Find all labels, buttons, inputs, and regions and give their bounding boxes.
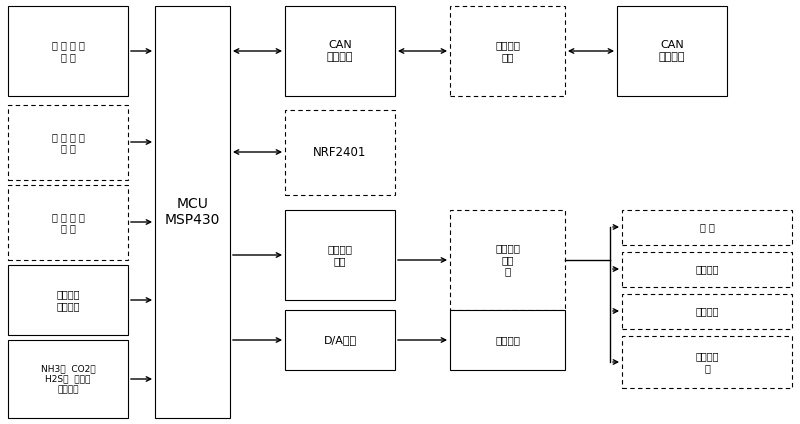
Text: D/A转换: D/A转换 [323,335,357,345]
Bar [622,294,792,329]
Bar [450,210,565,310]
Text: 光 照: 光 照 [699,223,714,232]
Text: 辛温抗染: 辛温抗染 [695,265,718,274]
Bar [617,6,727,96]
Bar [8,185,128,260]
Bar [622,336,792,388]
Text: 执行器等: 执行器等 [495,335,520,345]
Text: 光 照 传 感
器 等: 光 照 传 感 器 等 [51,212,85,233]
Text: CAN
总线接口: CAN 总线接口 [658,40,686,62]
Text: MCU
MSP430: MCU MSP430 [165,197,220,227]
Text: 温度调节: 温度调节 [695,307,718,316]
Text: CAN
总线接口: CAN 总线接口 [326,40,354,62]
Bar [285,310,395,370]
Text: 温 度 传 感
器 等: 温 度 传 感 器 等 [51,40,85,62]
Text: 风速风向
传感器等: 风速风向 传感器等 [56,289,80,311]
Text: 湿 度 传 感
器 等: 湿 度 传 感 器 等 [51,132,85,153]
Bar [8,105,128,180]
Bar [285,6,395,96]
Bar [285,210,395,300]
Text: NRF2401: NRF2401 [314,146,366,159]
Bar [155,6,230,418]
Bar [8,265,128,335]
Bar [285,110,395,195]
Bar [450,310,565,370]
Text: 主机节点
模块: 主机节点 模块 [495,40,520,62]
Bar [450,6,565,96]
Text: 输入输出
模块: 输入输出 模块 [327,244,353,266]
Bar [622,252,792,287]
Text: NH3传  CO2传
H2S传  一氧化
碳传感器: NH3传 CO2传 H2S传 一氧化 碳传感器 [41,364,95,394]
Bar [622,210,792,245]
Bar [8,6,128,96]
Text: 智能控制
模块
等: 智能控制 模块 等 [495,243,520,276]
Bar [8,340,128,418]
Text: 风机风门
等: 风机风门 等 [695,351,718,373]
